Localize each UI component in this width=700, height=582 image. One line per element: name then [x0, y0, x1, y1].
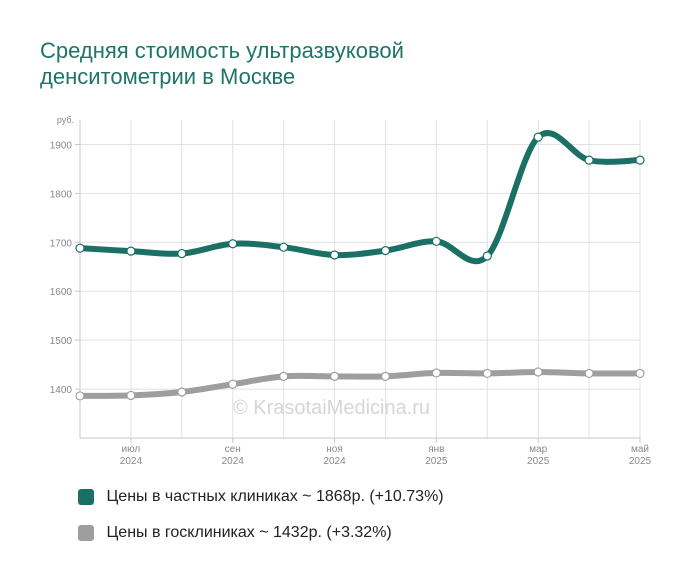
x-tick-label-month: мар: [529, 444, 547, 455]
data-point-series-1: [126, 246, 136, 256]
y-tick-label: 1800: [50, 189, 73, 200]
legend-item-private[interactable]: Цены в частных клиниках ~ 1868р. (+10.73…: [78, 488, 444, 506]
chart-title-line-1: Средняя стоимость ультразвуковой: [40, 38, 404, 63]
y-tick-label: 1500: [50, 336, 73, 347]
data-point-series-1: [75, 243, 85, 253]
data-point-series-1: [584, 155, 594, 165]
data-point-series-2: [635, 368, 645, 379]
chart-title-line-2: денситометрии в Москве: [40, 64, 296, 89]
data-point-series-2: [533, 367, 543, 377]
x-tick-label-month: ноя: [326, 444, 343, 455]
data-point-series-2: [177, 387, 187, 397]
data-point-series-1: [329, 250, 340, 260]
y-tick-label: 1700: [50, 238, 73, 249]
y-tick-label: 1900: [50, 140, 73, 151]
data-point-series-2: [126, 390, 136, 401]
data-point-series-1: [177, 248, 187, 259]
x-tick-label-month: сен: [225, 444, 241, 455]
data-point-series-1: [380, 246, 391, 256]
legend-swatch-public: [78, 525, 94, 541]
data-point-series-1: [533, 132, 543, 142]
data-point-series-2: [431, 368, 441, 378]
chart-title: Средняя стоимость ультразвуковой денсито…: [40, 38, 660, 90]
legend-label-public: Цены в госклиниках ~ 1432р. (+3.32%): [106, 524, 392, 541]
x-tick-label-year: 2024: [222, 456, 245, 467]
data-point-series-2: [75, 391, 85, 401]
data-point-series-1: [279, 242, 289, 252]
data-point-series-2: [228, 379, 238, 389]
y-tick-label: 1400: [50, 385, 73, 396]
data-point-series-1: [431, 236, 441, 246]
legend-label-private: Цены в частных клиниках ~ 1868р. (+10.73…: [106, 488, 444, 505]
data-point-series-2: [482, 368, 492, 379]
series-group: [75, 130, 645, 401]
data-point-series-2: [279, 371, 289, 381]
data-point-series-1: [635, 155, 645, 165]
data-point-series-2: [380, 371, 391, 381]
axes: 140015001600170018001900руб.июл2024сен20…: [50, 115, 652, 467]
x-tick-label-year: 2024: [120, 456, 143, 467]
series-line-2: [77, 368, 643, 399]
watermark: © KrasotaiMedicina.ru: [233, 397, 431, 419]
data-point-series-1: [482, 251, 492, 261]
x-tick-label-month: июл: [122, 444, 141, 455]
x-tick-label-year: 2025: [629, 456, 652, 467]
x-tick-label-month: янв: [428, 444, 444, 455]
x-tick-label-year: 2024: [323, 456, 346, 467]
legend-swatch-private: [78, 489, 94, 505]
y-unit-label: руб.: [57, 115, 74, 125]
x-tick-label-year: 2025: [527, 456, 550, 467]
x-tick-label-month: май: [631, 444, 649, 455]
y-tick-label: 1600: [50, 287, 73, 298]
data-point-series-1: [228, 239, 238, 249]
data-point-series-2: [584, 368, 594, 379]
data-point-series-2: [329, 371, 340, 381]
legend-item-public[interactable]: Цены в госклиниках ~ 1432р. (+3.32%): [78, 524, 392, 542]
grid: [79, 120, 641, 438]
x-tick-label-year: 2025: [425, 456, 448, 467]
